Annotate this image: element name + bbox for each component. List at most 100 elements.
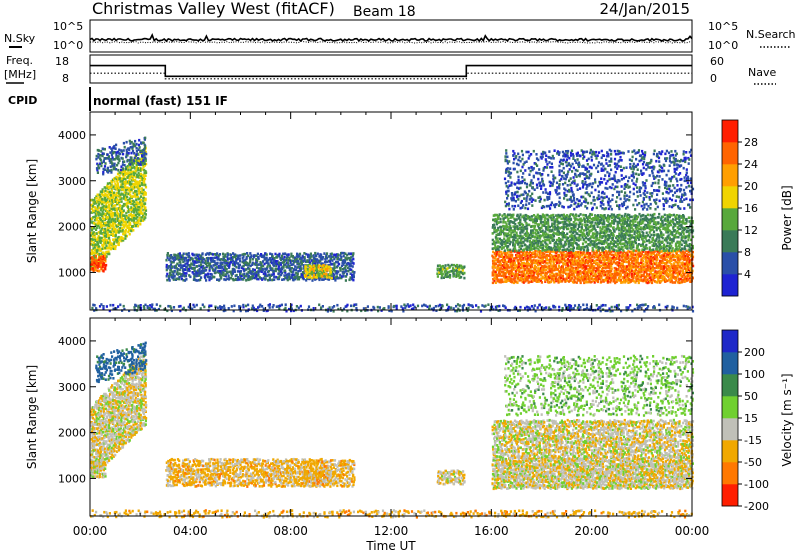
power-cell — [175, 277, 178, 281]
power-cell — [290, 259, 293, 263]
power-cell — [288, 277, 291, 281]
power-cell — [515, 218, 518, 221]
power-cell — [525, 222, 528, 225]
power-cell — [651, 265, 654, 269]
power-cell — [512, 263, 515, 267]
power-cell — [222, 271, 225, 274]
power-cell — [334, 276, 337, 279]
power-cell — [182, 252, 185, 256]
power-cell — [349, 276, 352, 279]
power-cell — [239, 272, 242, 276]
power-cell — [238, 266, 241, 269]
power-cell — [219, 274, 222, 277]
power-cell — [273, 257, 276, 260]
power-cell — [135, 198, 138, 201]
power-cell — [130, 158, 133, 162]
power-cell — [174, 264, 178, 268]
power-cell — [566, 232, 569, 236]
power-cell — [119, 177, 122, 180]
power-cell — [596, 225, 599, 228]
power-cell — [119, 197, 122, 201]
power-cell — [95, 154, 98, 158]
power-cell — [349, 272, 352, 275]
power-cell — [245, 268, 248, 271]
power-cell — [109, 226, 112, 230]
power-cell — [344, 279, 347, 282]
power-cell — [112, 151, 115, 155]
power-cell — [207, 264, 210, 267]
power-cell — [106, 241, 110, 244]
power-cell — [332, 268, 335, 272]
power-cell — [93, 206, 96, 209]
power-cell — [100, 161, 104, 165]
power-cell — [140, 174, 143, 177]
power-cell — [328, 260, 331, 263]
power-cell — [225, 270, 228, 274]
power-cell — [219, 275, 222, 279]
power-cell — [138, 176, 141, 179]
power-cell — [567, 236, 570, 240]
power-cell — [290, 263, 293, 266]
power-cell — [311, 279, 314, 282]
power-cell — [138, 182, 141, 185]
power-cell — [143, 204, 146, 208]
power-cell — [109, 181, 112, 185]
power-cell — [540, 226, 543, 230]
power-cell — [537, 278, 541, 281]
power-cell — [124, 234, 127, 238]
power-cell — [116, 217, 119, 220]
power-cell — [605, 251, 608, 254]
power-cell — [316, 264, 319, 267]
power-cell — [458, 273, 461, 277]
power-cell — [129, 146, 132, 149]
power-cell — [241, 253, 244, 256]
power-cell — [118, 200, 121, 204]
power-cell — [282, 261, 285, 264]
power-cell — [95, 262, 98, 265]
power-cell — [251, 257, 254, 261]
power-cell — [91, 226, 94, 229]
power-cell — [317, 259, 320, 262]
power-cell — [113, 240, 116, 244]
power-cell — [168, 279, 171, 282]
power-cell — [277, 265, 280, 268]
power-cell — [93, 210, 96, 214]
power-cell — [518, 241, 521, 244]
power-cell — [178, 252, 181, 255]
power-cell — [126, 172, 129, 175]
power-cell — [330, 257, 333, 261]
power-cell — [294, 256, 297, 260]
power-cell — [91, 261, 94, 264]
power-cell — [267, 262, 270, 266]
power-cell — [337, 256, 340, 260]
power-cell — [245, 255, 248, 259]
power-cell — [201, 267, 205, 270]
power-cell — [328, 255, 331, 258]
power-cell — [610, 267, 613, 271]
power-cell — [655, 255, 659, 259]
power-cell — [124, 172, 127, 175]
power-cell — [345, 275, 348, 278]
power-cell — [258, 276, 261, 279]
power-cell — [297, 275, 300, 279]
power-cell — [318, 268, 321, 271]
power-cell — [110, 147, 113, 150]
power-cell — [117, 212, 120, 216]
power-cell — [116, 150, 119, 154]
power-cell — [123, 226, 126, 229]
power-cell — [688, 257, 691, 260]
power-cell — [548, 267, 551, 271]
power-cell — [120, 192, 123, 195]
power-cell — [130, 172, 133, 176]
power-cell — [582, 248, 585, 252]
power-cell — [281, 278, 284, 281]
power-cell — [90, 243, 93, 246]
power-cell — [131, 225, 134, 228]
power-cell — [124, 183, 127, 186]
power-cell — [249, 252, 252, 255]
power-cell — [97, 163, 100, 167]
power-cell — [584, 226, 588, 229]
power-cell — [624, 251, 627, 255]
power-cell — [227, 266, 231, 269]
power-cell — [273, 261, 276, 264]
